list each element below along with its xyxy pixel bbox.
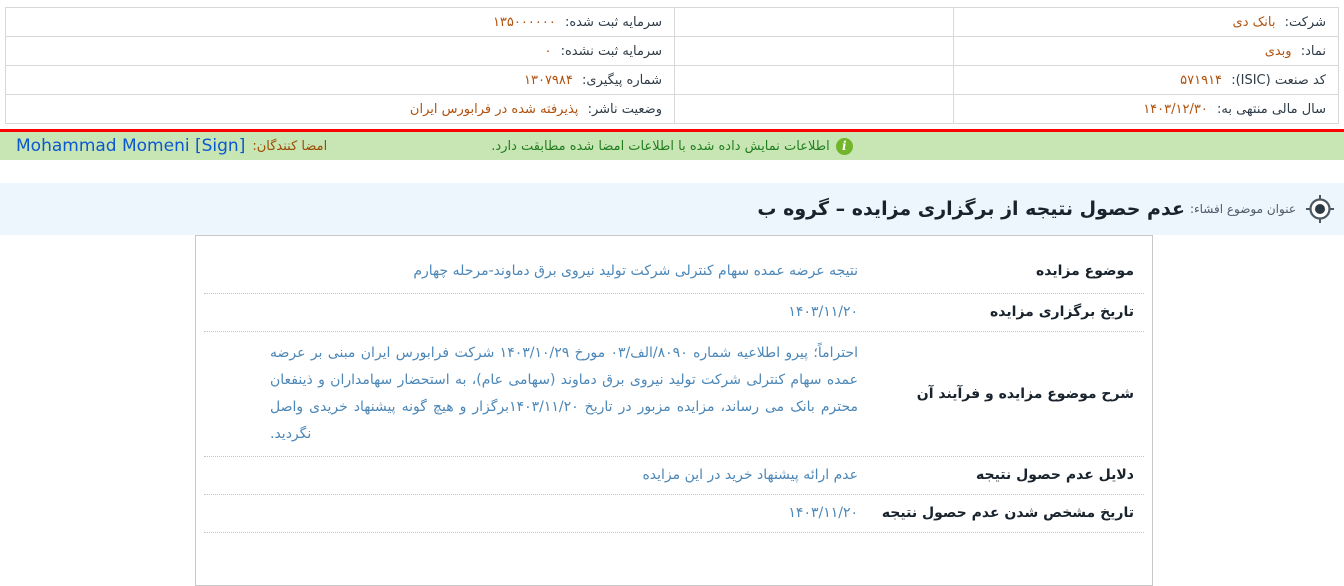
isic-cell: کد صنعت (ISIC): ۵۷۱۹۱۴ [953, 65, 1339, 95]
failure-date-value: ۱۴۰۳/۱۱/۲۰ [788, 505, 858, 521]
failure-reasons-value: عدم ارائه پیشنهاد خرید در این مزایده [642, 467, 858, 483]
unregistered-capital-cell: سرمایه ثبت نشده: ۰ [5, 36, 675, 66]
field-row-auction-subject: موضوع مزایده نتیجه عرضه عمده سهام کنترلی… [204, 250, 1144, 294]
field-row-auction-description: شرح موضوع مزایده و فرآیند آن احتراماً؛ پ… [204, 332, 1144, 457]
disclosure-title-bar: عنوان موضوع افشاء: عدم حصول نتیجه از برگ… [0, 183, 1344, 235]
failure-date-label: تاریخ مشخص شدن عدم حصول نتیجه [881, 505, 1134, 521]
fiscal-year-label: سال مالی منتهی به: [1216, 101, 1326, 117]
auction-description-label: شرح موضوع مزایده و فرآیند آن [916, 385, 1134, 402]
tracking-number-label: شماره پیگیری: [582, 72, 662, 88]
unregistered-capital-label: سرمایه ثبت نشده: [560, 43, 662, 59]
auction-subject-value: نتیجه عرضه عمده سهام کنترلی شرکت تولید ن… [413, 263, 858, 279]
issuer-status-cell: وضعیت ناشر: پذیرفته شده در فرابورس ایران [5, 94, 675, 124]
failure-reasons-label: دلایل عدم حصول نتیجه [976, 467, 1134, 483]
company-cell: شرکت: بانک دی [953, 7, 1339, 37]
table-row: کد صنعت (ISIC): ۵۷۱۹۱۴ شماره پیگیری: ۱۳۰… [5, 65, 1339, 95]
field-row-failure-date: تاریخ مشخص شدن عدم حصول نتیجه ۱۴۰۳/۱۱/۲۰ [204, 495, 1144, 533]
company-info-table: شرکت: بانک دی سرمایه ثبت شده: ۱۳۵۰۰۰۰۰۰ … [5, 7, 1339, 124]
disclosure-form-box: موضوع مزایده نتیجه عرضه عمده سهام کنترلی… [195, 235, 1153, 586]
isic-label: کد صنعت (ISIC): [1231, 72, 1326, 88]
issuer-status-value: پذیرفته شده در فرابورس ایران [409, 101, 579, 117]
disclosure-subject-label: عنوان موضوع افشاء: [1189, 202, 1296, 216]
info-icon: i [835, 137, 853, 155]
auction-description-value: احتراماً؛ پیرو اطلاعیه شماره ۸۰۹۰/الف/۰۳… [270, 345, 858, 442]
registered-capital-value: ۱۳۵۰۰۰۰۰۰ [492, 14, 556, 30]
target-icon [1306, 195, 1334, 223]
table-row: سال مالی منتهی به: ۱۴۰۳/۱۲/۳۰ وضعیت ناشر… [5, 94, 1339, 124]
auction-date-label: تاریخ برگزاری مزایده [990, 304, 1134, 320]
isic-value: ۵۷۱۹۱۴ [1180, 72, 1223, 88]
signers-label: امضا کنندگان: [252, 138, 328, 154]
symbol-value: وبدی [1264, 43, 1292, 59]
registered-capital-label: سرمایه ثبت شده: [564, 14, 662, 30]
symbol-cell: نماد: وبدی [953, 36, 1339, 66]
unregistered-capital-value: ۰ [544, 43, 552, 59]
tracking-number-value: ۱۳۰۷۹۸۴ [524, 72, 573, 88]
fiscal-year-value: ۱۴۰۳/۱۲/۳۰ [1143, 101, 1208, 117]
signature-message: i اطلاعات نمایش داده شده با اطلاعات امضا… [491, 137, 853, 155]
company-value: بانک دی [1232, 14, 1276, 30]
field-row-failure-reasons: دلایل عدم حصول نتیجه عدم ارائه پیشنهاد خ… [204, 457, 1144, 495]
disclosure-title: عدم حصول نتیجه از برگزاری مزایده – گروه … [757, 198, 1185, 220]
issuer-status-label: وضعیت ناشر: [587, 101, 662, 117]
fiscal-year-cell: سال مالی منتهی به: ۱۴۰۳/۱۲/۳۰ [953, 94, 1339, 124]
tracking-number-cell: شماره پیگیری: ۱۳۰۷۹۸۴ [5, 65, 675, 95]
auction-date-value: ۱۴۰۳/۱۱/۲۰ [788, 304, 858, 320]
company-label: شرکت: [1284, 14, 1326, 30]
table-row: شرکت: بانک دی سرمایه ثبت شده: ۱۳۵۰۰۰۰۰۰ [5, 7, 1339, 37]
signature-message-text: اطلاعات نمایش داده شده با اطلاعات امضا ش… [491, 138, 830, 154]
symbol-label: نماد: [1300, 43, 1326, 59]
auction-subject-label: موضوع مزایده [1036, 263, 1134, 279]
signers-block: امضا کنندگان: Mohammad Momeni [Sign] [16, 132, 327, 160]
signature-bar: امضا کنندگان: Mohammad Momeni [Sign] i ا… [0, 129, 1344, 160]
spacer-cell [674, 94, 954, 124]
field-row-auction-date: تاریخ برگزاری مزایده ۱۴۰۳/۱۱/۲۰ [204, 294, 1144, 332]
spacer-cell [674, 7, 954, 37]
table-row: نماد: وبدی سرمایه ثبت نشده: ۰ [5, 36, 1339, 66]
registered-capital-cell: سرمایه ثبت شده: ۱۳۵۰۰۰۰۰۰ [5, 7, 675, 37]
spacer-cell [674, 36, 954, 66]
spacer-cell [674, 65, 954, 95]
signer-name-link[interactable]: Mohammad Momeni [Sign] [16, 136, 246, 156]
